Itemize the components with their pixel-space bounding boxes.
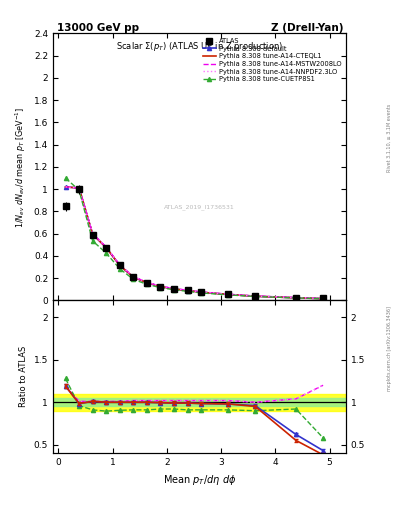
Legend: ATLAS, Pythia 8.308 default, Pythia 8.308 tune-A14-CTEQL1, Pythia 8.308 tune-A14: ATLAS, Pythia 8.308 default, Pythia 8.30… [201, 37, 343, 83]
Text: 13000 GeV pp: 13000 GeV pp [57, 23, 139, 33]
Text: Rivet 3.1.10, ≥ 3.1M events: Rivet 3.1.10, ≥ 3.1M events [387, 104, 392, 173]
X-axis label: Mean $p_T/d\eta\ d\phi$: Mean $p_T/d\eta\ d\phi$ [163, 473, 236, 486]
Y-axis label: $1/N_{ev}\ dN_{ev}/d\ \mathrm{mean}\ p_T\ [\mathrm{GeV}^{-1}]$: $1/N_{ev}\ dN_{ev}/d\ \mathrm{mean}\ p_T… [14, 106, 28, 227]
Text: ATLAS_2019_I1736531: ATLAS_2019_I1736531 [164, 204, 235, 210]
Text: mcplots.cern.ch [arXiv:1306.3436]: mcplots.cern.ch [arXiv:1306.3436] [387, 306, 392, 391]
Text: Z (Drell-Yan): Z (Drell-Yan) [272, 23, 344, 33]
Text: Scalar $\Sigma(p_T)$ (ATLAS UE in Z production): Scalar $\Sigma(p_T)$ (ATLAS UE in Z prod… [116, 40, 283, 53]
Y-axis label: Ratio to ATLAS: Ratio to ATLAS [19, 346, 28, 408]
